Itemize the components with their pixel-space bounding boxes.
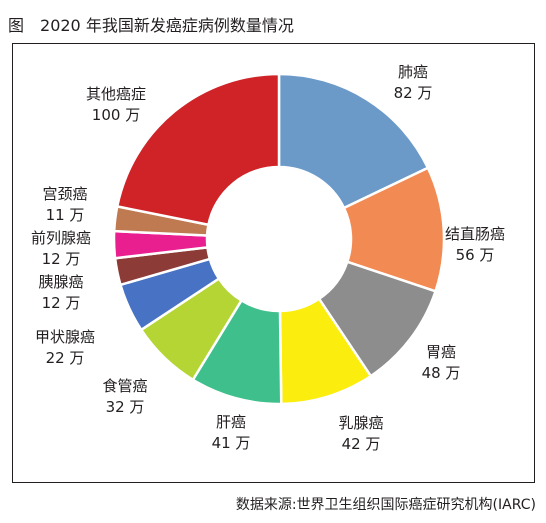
figure-title-text: 2020 年我国新发癌症病例数量情况 xyxy=(40,16,294,35)
source-note: 数据来源:世界卫生组织国际癌症研究机构(IARC) xyxy=(235,497,536,513)
slice-label-3: 乳腺癌 42 万 xyxy=(338,413,383,455)
slice-label-10: 其他癌症 100 万 xyxy=(86,84,146,126)
slice-label-7: 胰腺癌 12 万 xyxy=(38,272,83,314)
slice-label-4: 肝癌 41 万 xyxy=(212,412,251,454)
slice-value-label: 12 万 xyxy=(41,294,81,312)
slice-label-0: 肺癌 82 万 xyxy=(394,62,433,104)
slice-category-label: 食管癌 xyxy=(102,377,148,395)
slice-category-label: 结直肠癌 xyxy=(444,225,506,243)
slice-value-label: 82 万 xyxy=(393,84,433,102)
slice-value-label: 56 万 xyxy=(455,246,495,264)
slice-value-label: 41 万 xyxy=(211,434,251,452)
slice-label-1: 结直肠癌 56 万 xyxy=(445,224,505,266)
donut-chart xyxy=(112,72,446,406)
slice-label-6: 甲状腺癌 22 万 xyxy=(35,327,95,369)
slice-label-5: 食管癌 32 万 xyxy=(102,376,147,418)
slice-value-label: 32 万 xyxy=(105,398,145,416)
slice-label-8: 前列腺癌 12 万 xyxy=(31,228,91,270)
slice-10 xyxy=(116,72,281,227)
slice-value-label: 42 万 xyxy=(341,435,381,453)
slice-category-label: 其他癌症 xyxy=(85,85,147,103)
slice-category-label: 胰腺癌 xyxy=(38,273,84,291)
slice-label-9: 宫颈癌 11 万 xyxy=(42,184,87,226)
slice-label-2: 胃癌 48 万 xyxy=(422,342,461,384)
slice-category-label: 肺癌 xyxy=(397,63,429,81)
chart-title: 图 2020 年我国新发癌症病例数量情况 xyxy=(8,12,294,36)
figure-prefix: 图 xyxy=(8,16,25,35)
slice-category-label: 胃癌 xyxy=(425,343,457,361)
slice-0 xyxy=(277,72,430,210)
slice-value-label: 12 万 xyxy=(41,250,81,268)
slice-value-label: 48 万 xyxy=(421,364,461,382)
slice-category-label: 乳腺癌 xyxy=(338,414,384,432)
slice-category-label: 宫颈癌 xyxy=(42,185,88,203)
chart-frame: 肺癌 82 万结直肠癌 56 万胃癌 48 万乳腺癌 42 万 肝癌 41 万 食管癌 32 万… xyxy=(12,43,535,483)
slice-value-label: 22 万 xyxy=(45,349,85,367)
slice-category-label: 甲状腺癌 xyxy=(34,328,96,346)
slice-value-label: 11 万 xyxy=(45,206,85,224)
slice-value-label: 100 万 xyxy=(91,106,141,124)
slice-category-label: 前列腺癌 xyxy=(30,229,92,247)
slice-category-label: 肝癌 xyxy=(215,413,247,431)
